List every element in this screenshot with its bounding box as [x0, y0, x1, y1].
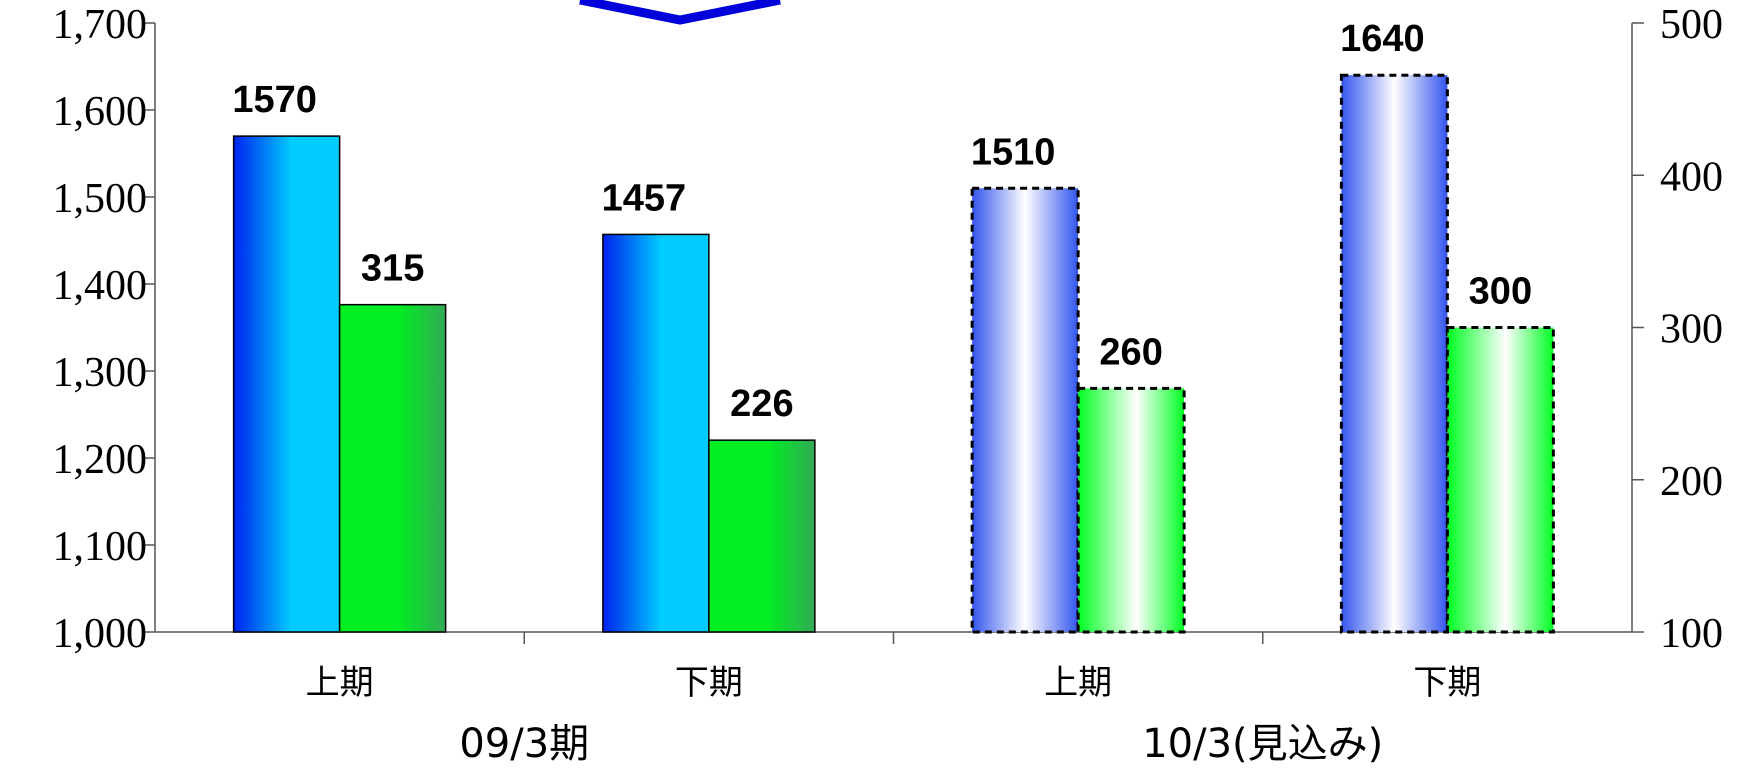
left-tick-label: 1,600 [53, 89, 148, 135]
category-label: 上期 [1044, 663, 1112, 703]
bar-left-series [1339, 73, 1449, 634]
bar-right-series [1076, 386, 1186, 634]
axes: 1,000 1,100 1,200 1,300 1,400 1,500 1,600 1,700… [53, 2, 1724, 657]
left-tick-label: 1,700 [53, 2, 148, 48]
left-tick-label: 1,200 [53, 437, 148, 483]
data-label: 315 [361, 248, 424, 290]
group-label: 10/3(見込み) [1142, 721, 1383, 767]
left-tick-label: 1,500 [53, 176, 148, 222]
right-tick-label: 100 [1660, 611, 1723, 657]
data-label: 1510 [971, 131, 1056, 173]
category-label: 上期 [306, 663, 374, 703]
right-tick-label: 300 [1660, 307, 1723, 353]
labels: 上期 1570 315 下期 1457 226 上期 1510 260 下期 1640 300 09/3… [232, 18, 1532, 767]
bar-right-series [708, 439, 816, 633]
right-tick-label: 400 [1660, 154, 1723, 200]
bar-right-series [338, 303, 447, 633]
left-tick-label: 1,000 [53, 611, 148, 657]
left-tick-label: 1,100 [53, 524, 148, 570]
category-label: 下期 [675, 663, 743, 703]
bar-right-series [1445, 326, 1555, 634]
bar-left-series [970, 186, 1080, 634]
bar-left-series [602, 233, 710, 633]
bar-left-series [232, 135, 341, 633]
left-tick-label: 1,300 [53, 350, 148, 396]
data-label: 260 [1099, 331, 1162, 373]
group-label: 09/3期 [459, 721, 589, 767]
data-label: 226 [730, 383, 793, 425]
data-label: 300 [1469, 271, 1532, 313]
category-label: 下期 [1413, 663, 1481, 703]
data-label: 1640 [1340, 18, 1425, 60]
left-tick-label: 1,400 [53, 263, 148, 309]
right-tick-label: 500 [1660, 2, 1723, 48]
bars [232, 73, 1555, 634]
chevron-arrow-decoration [579, 0, 781, 25]
right-tick-label: 200 [1660, 459, 1723, 505]
data-label: 1457 [602, 177, 687, 219]
data-label: 1570 [232, 79, 317, 121]
